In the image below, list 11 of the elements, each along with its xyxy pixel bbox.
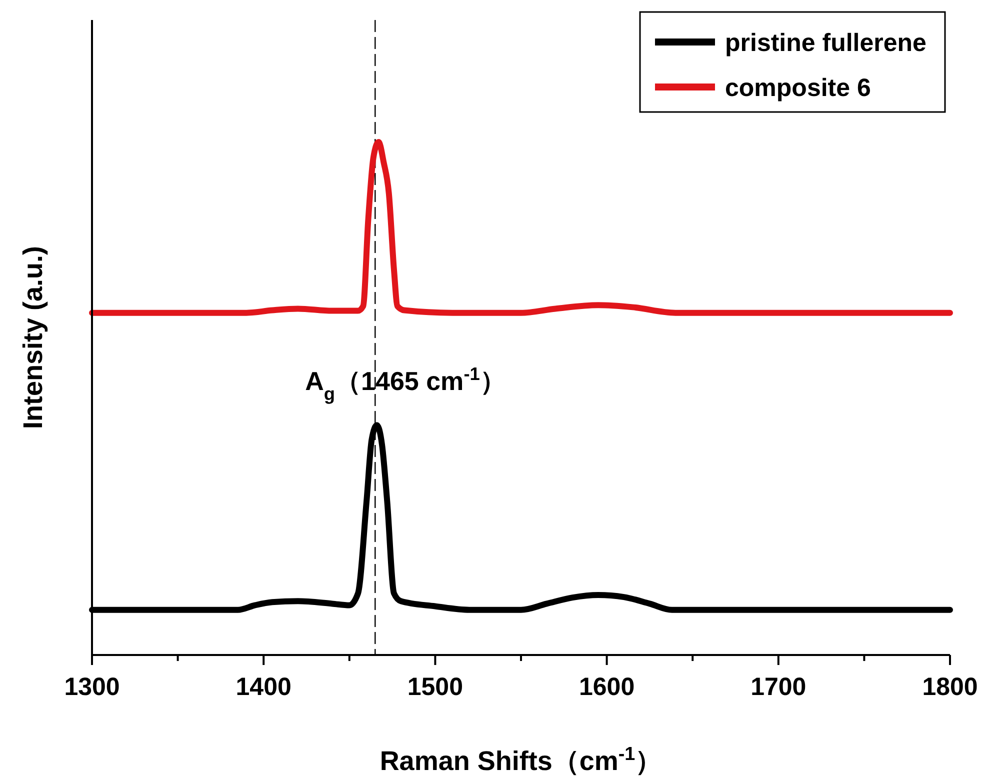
x-tick-label: 1800 — [922, 673, 978, 701]
x-axis-title: Raman Shifts（cm$^{-1}$） — [380, 744, 662, 776]
legend-label: composite 6 — [725, 74, 871, 102]
ref-line-label: A$_{g}$（1465 cm$^{-1}$） — [305, 364, 506, 404]
y-axis-title: Intensity (a.u.) — [18, 246, 48, 430]
x-tick-label: 1700 — [750, 673, 806, 701]
x-tick-label: 1600 — [578, 673, 635, 701]
x-tick-label: 1400 — [236, 673, 292, 701]
legend-label: pristine fullerene — [725, 29, 927, 57]
x-tick-label: 1500 — [407, 673, 464, 701]
x-tick-label: 1300 — [64, 673, 120, 701]
